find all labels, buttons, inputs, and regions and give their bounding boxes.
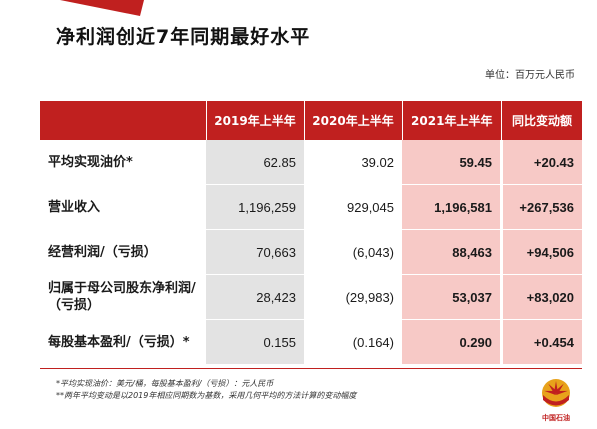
header-2020h1: 2020年上半年 <box>304 101 403 140</box>
cell-2021h1: 59.45 <box>402 140 503 185</box>
page-title: 净利润创近7年同期最好水平 <box>56 26 311 48</box>
cell-2020h1: (29,983) <box>304 274 402 320</box>
table-row: 归属于母公司股东净利润/（亏损） 28,423 (29,983) 53,037 … <box>40 274 582 320</box>
footnotes: *平均实现油价：美元/桶，每股基本盈利/（亏损）：元人民币 **两年平均变动是以… <box>56 378 356 402</box>
header-label <box>40 101 207 140</box>
table-row: 营业收入 1,196,259 929,045 1,196,581 +267,53… <box>40 184 582 230</box>
table-row: 经营利润/（亏损） 70,663 (6,043) 88,463 +94,506 <box>40 229 582 275</box>
cell-change: +20.43 <box>501 140 582 185</box>
header-2019h1: 2019年上半年 <box>206 101 305 140</box>
table-row: 每股基本盈利/（亏损）* 0.155 (0.164) 0.290 +0.454 <box>40 319 582 365</box>
cell-change: +0.454 <box>501 319 582 365</box>
table-header-row: 2019年上半年 2020年上半年 2021年上半年 同比变动额 <box>40 101 582 140</box>
logo-text: 中国石油 <box>542 414 570 422</box>
top-accent-tab <box>60 0 144 16</box>
row-label: 归属于母公司股东净利润/（亏损） <box>40 274 206 320</box>
cell-change: +94,506 <box>501 229 582 275</box>
table-row: 平均实现油价* 62.85 39.02 59.45 +20.43 <box>40 140 582 185</box>
cell-2020h1: (6,043) <box>304 229 402 275</box>
cell-2021h1: 53,037 <box>402 274 503 320</box>
cell-2019h1: 0.155 <box>206 319 304 365</box>
unit-label: 单位：百万元人民币 <box>485 70 575 81</box>
row-label: 每股基本盈利/（亏损）* <box>40 319 206 365</box>
header-2021h1: 2021年上半年 <box>402 101 502 140</box>
financial-table: 2019年上半年 2020年上半年 2021年上半年 同比变动额 平均实现油价*… <box>40 101 582 365</box>
footnote-2: **两年平均变动是以2019年相应同期数为基数，采用几何平均的方法计算的变动幅度 <box>56 391 357 400</box>
header-change: 同比变动额 <box>501 101 582 140</box>
cell-2020h1: (0.164) <box>304 319 402 365</box>
cell-change: +267,536 <box>501 184 582 230</box>
row-label: 平均实现油价* <box>40 140 206 185</box>
cell-2019h1: 62.85 <box>206 140 304 185</box>
cell-2020h1: 39.02 <box>304 140 402 185</box>
cell-2021h1: 0.290 <box>402 319 503 365</box>
petrochina-logo-icon <box>542 379 570 407</box>
company-logo: 中国石油 <box>536 378 576 426</box>
cell-2019h1: 70,663 <box>206 229 304 275</box>
bottom-divider <box>40 368 582 369</box>
cell-2019h1: 28,423 <box>206 274 304 320</box>
row-label: 经营利润/（亏损） <box>40 229 206 275</box>
row-label: 营业收入 <box>40 184 206 230</box>
cell-2021h1: 1,196,581 <box>402 184 503 230</box>
cell-2020h1: 929,045 <box>304 184 402 230</box>
footnote-1: *平均实现油价：美元/桶，每股基本盈利/（亏损）：元人民币 <box>56 379 274 388</box>
cell-2021h1: 88,463 <box>402 229 503 275</box>
cell-change: +83,020 <box>501 274 582 320</box>
cell-2019h1: 1,196,259 <box>206 184 304 230</box>
